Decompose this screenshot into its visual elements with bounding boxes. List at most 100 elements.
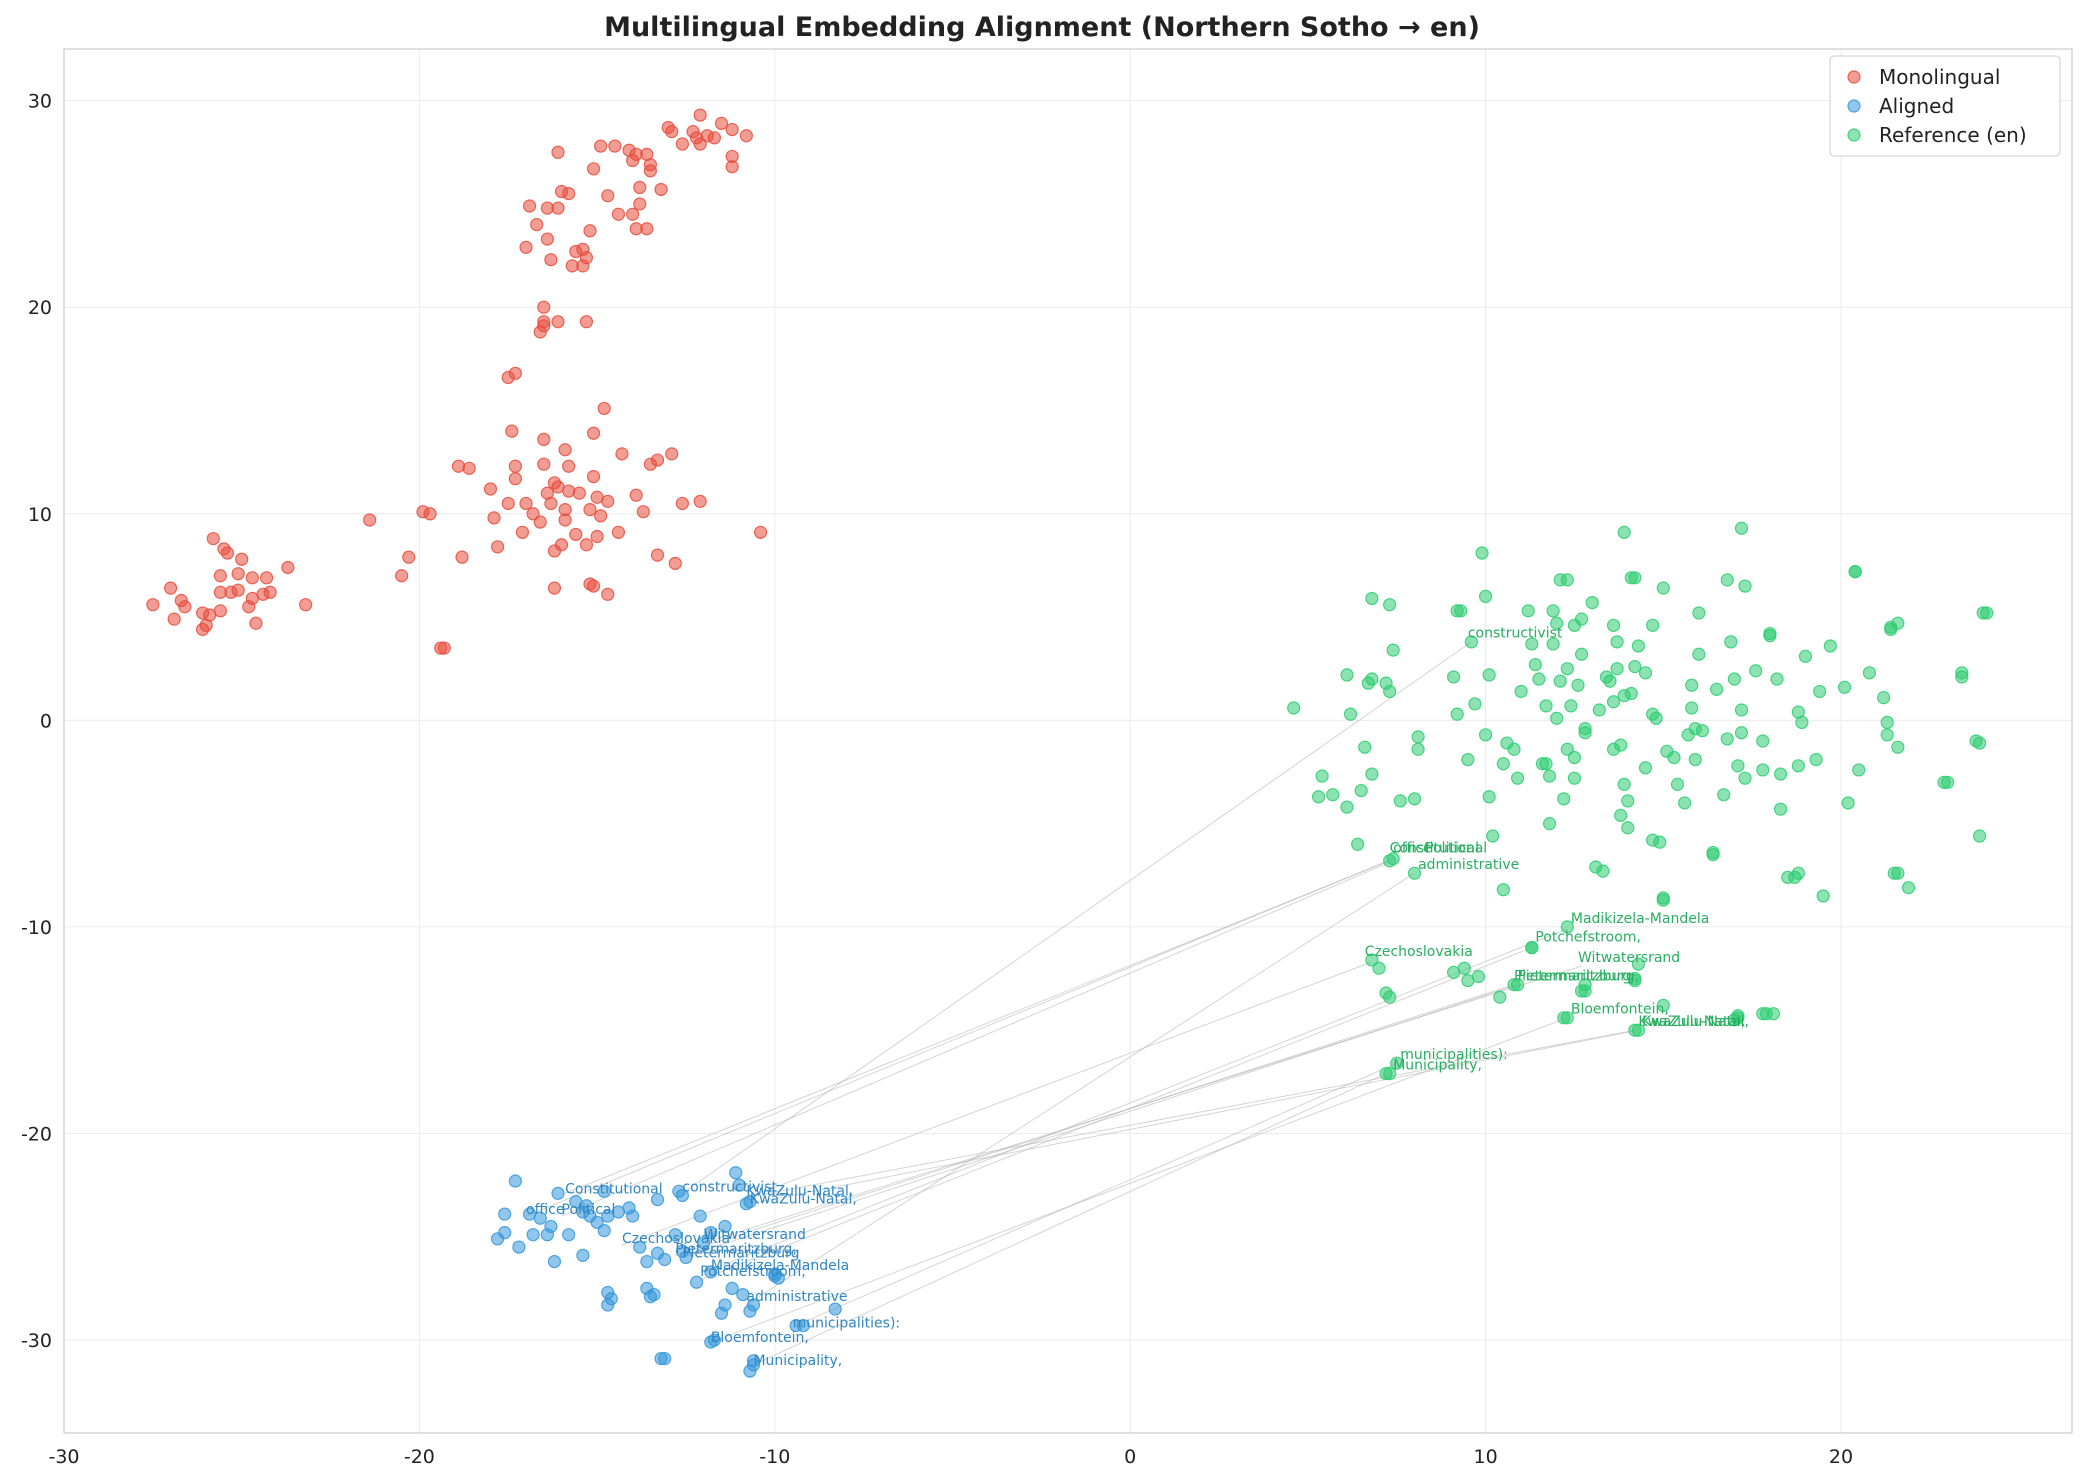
point-label: Potchefstroom, <box>700 1264 806 1280</box>
data-point <box>1734 726 1749 740</box>
data-point <box>1901 881 1916 895</box>
y-tick-label: 10 <box>28 504 52 526</box>
data-point <box>586 162 601 176</box>
data-point <box>505 424 519 438</box>
point-label: Constitutional <box>565 1181 663 1197</box>
point-label: Madikizela-Mandela <box>711 1258 849 1274</box>
alignment-line <box>675 984 1515 1256</box>
data-point <box>455 550 469 564</box>
data-point <box>1542 817 1557 831</box>
legend-label: Reference (en) <box>1879 123 2027 147</box>
point-label: Political <box>1425 841 1479 857</box>
data-point <box>586 469 601 484</box>
data-point <box>697 1236 711 1250</box>
data-point <box>515 525 530 539</box>
data-point <box>1478 589 1493 604</box>
data-point <box>206 531 220 546</box>
data-point <box>590 529 604 544</box>
data-point <box>1891 740 1905 754</box>
data-point <box>586 426 601 440</box>
data-point <box>583 224 597 238</box>
data-point <box>693 108 707 122</box>
data-point <box>1528 657 1542 672</box>
data-point <box>1891 616 1905 630</box>
data-point <box>1706 845 1720 860</box>
data-point <box>1468 697 1482 711</box>
data-point <box>451 459 466 473</box>
data-point <box>679 1250 693 1265</box>
data-point <box>1596 864 1610 878</box>
legend-label: Aligned <box>1879 94 1954 118</box>
data-point <box>1816 889 1830 903</box>
data-point <box>490 540 505 554</box>
data-point <box>1656 998 1670 1013</box>
data-point <box>739 129 753 143</box>
data-point <box>1578 978 1592 992</box>
data-point <box>1628 660 1642 674</box>
data-point <box>1390 1056 1404 1070</box>
data-point <box>547 581 562 595</box>
data-point <box>1450 707 1464 721</box>
data-point <box>1606 695 1621 709</box>
data-point <box>650 1192 665 1207</box>
data-point <box>558 443 572 457</box>
data-point <box>213 569 227 583</box>
data-point <box>537 315 551 329</box>
legend-marker <box>1847 99 1861 113</box>
data-point <box>1656 581 1670 595</box>
alignment-line <box>746 1029 1635 1199</box>
data-point <box>1653 835 1667 849</box>
data-point <box>1542 769 1557 783</box>
data-point <box>1731 759 1745 773</box>
data-point <box>1614 738 1628 752</box>
data-point <box>1734 703 1749 717</box>
data-point <box>1848 565 1862 579</box>
data-point <box>551 145 565 159</box>
data-point <box>1326 788 1340 802</box>
data-point <box>1287 701 1301 715</box>
alignment-line <box>682 641 1472 1194</box>
data-point <box>629 488 643 502</box>
data-point <box>533 515 547 529</box>
data-point <box>579 538 594 552</box>
data-point <box>597 1184 611 1198</box>
data-point <box>611 207 626 221</box>
data-point <box>665 447 679 461</box>
data-point <box>753 525 768 539</box>
alignment-line <box>749 1029 1639 1205</box>
data-point <box>1340 800 1354 814</box>
data-point <box>1628 971 1642 986</box>
data-point <box>668 1228 682 1242</box>
data-point <box>551 1186 565 1200</box>
data-point <box>1496 883 1510 897</box>
y-tick-label: -10 <box>21 917 52 939</box>
data-point <box>1560 920 1574 934</box>
data-point <box>164 581 178 595</box>
data-point <box>1571 678 1585 692</box>
point-label: constructivist <box>1468 626 1563 642</box>
data-point <box>725 122 739 137</box>
data-point <box>1407 866 1422 880</box>
data-point <box>1457 961 1471 975</box>
data-points <box>146 108 1994 1378</box>
x-tick-label: 0 <box>1124 1446 1136 1468</box>
data-point <box>519 240 533 254</box>
x-tick-label: -20 <box>404 1446 435 1468</box>
data-point <box>1383 1066 1397 1081</box>
data-point <box>462 461 476 475</box>
data-point <box>1692 647 1706 661</box>
data-point <box>1980 606 1994 620</box>
data-point <box>1720 573 1734 587</box>
data-point <box>654 182 668 197</box>
legend-box <box>1829 55 2061 157</box>
data-point <box>1795 715 1809 730</box>
y-tick-label: 20 <box>28 297 52 319</box>
data-point <box>718 1219 732 1234</box>
data-point <box>213 604 227 618</box>
data-point <box>1560 662 1574 676</box>
data-point <box>1340 668 1354 682</box>
point-label: KwaZulu-Natal, <box>1642 1014 1749 1030</box>
data-point <box>1798 649 1813 663</box>
point-labels: ConstitutionalofficePoliticalconstructiv… <box>526 626 1749 1369</box>
data-point <box>743 1195 757 1209</box>
